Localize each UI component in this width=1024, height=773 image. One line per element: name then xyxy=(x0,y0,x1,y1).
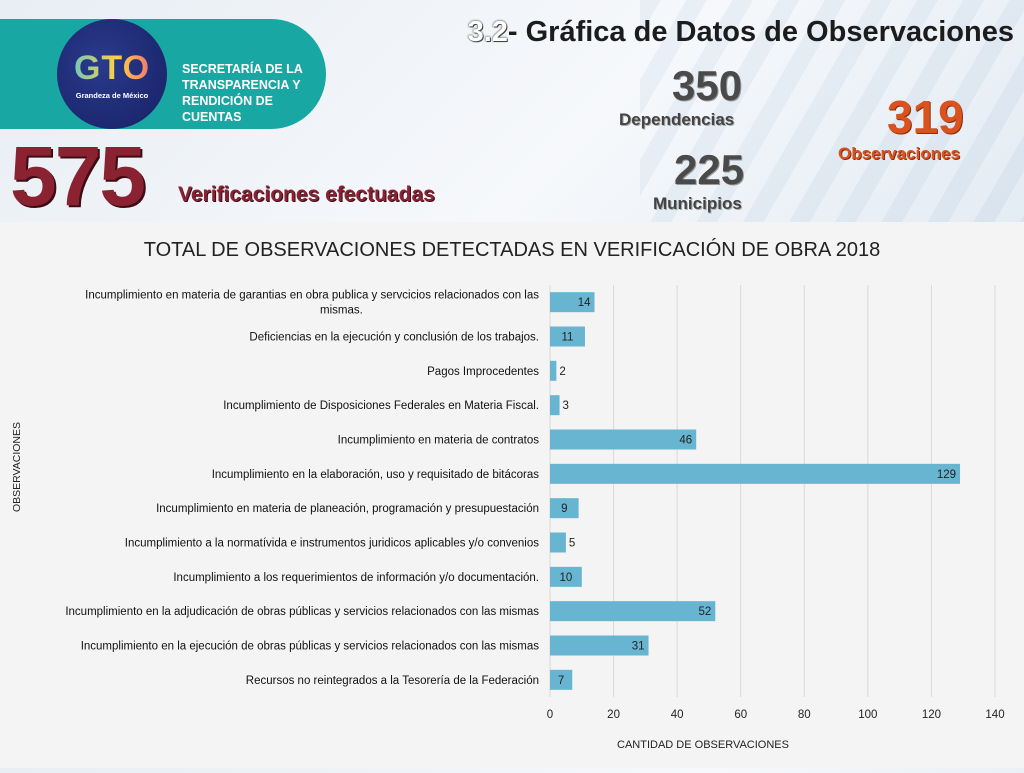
org-name-line: CUENTAS xyxy=(182,110,242,124)
category-label: Deficiencias en la ejecución y conclusió… xyxy=(249,332,539,344)
page-title: 3.2- Gráfica de Datos de Observaciones xyxy=(468,16,1014,49)
chart-panel: TOTAL DE OBSERVACIONES DETECTADAS EN VER… xyxy=(0,222,1024,768)
x-axis-label: CANTIDAD DE OBSERVACIONES xyxy=(617,739,789,751)
x-tick-label: 20 xyxy=(607,709,620,721)
data-label: 129 xyxy=(937,469,956,481)
data-label: 46 xyxy=(679,435,692,447)
verificaciones-value: 575 xyxy=(10,129,146,222)
x-tick-label: 140 xyxy=(985,709,1004,721)
municipios-label: Municipios xyxy=(653,194,742,213)
category-labels: Incumplimiento en materia de garantias e… xyxy=(65,290,539,687)
gto-logo: GTO Grandeza de México xyxy=(57,19,167,129)
grid-lines xyxy=(549,285,996,697)
category-label: Incumplimiento en materia de garantias e… xyxy=(85,290,539,302)
bar xyxy=(550,429,697,450)
data-label: 11 xyxy=(562,332,574,344)
bars-group: 14 11 2 3 46 129 9 5 10 52 31 7 xyxy=(550,292,961,690)
bar xyxy=(550,395,560,416)
category-label: Incumplimiento a los requerimientos de i… xyxy=(173,572,539,584)
data-label: 10 xyxy=(559,572,572,584)
bar xyxy=(550,360,557,381)
x-tick-label: 100 xyxy=(858,709,877,721)
category-label: Incumplimiento en la elaboración, uso y … xyxy=(212,469,540,481)
category-label: Incumplimiento de Disposiciones Federale… xyxy=(223,400,539,412)
x-tick-label: 40 xyxy=(671,709,684,721)
category-label: Pagos Improcedentes xyxy=(427,366,539,378)
verificaciones-label: Verificaciones efectuadas xyxy=(178,183,435,206)
bar xyxy=(550,292,595,313)
bar xyxy=(550,326,585,347)
data-label: 3 xyxy=(563,400,569,412)
observaciones-value: 319 xyxy=(887,91,964,143)
org-name: SECRETARÍA DE LA TRANSPARENCIA Y RENDICI… xyxy=(182,61,332,125)
bar xyxy=(550,601,716,622)
org-name-line: SECRETARÍA DE LA xyxy=(182,62,303,76)
category-label: Incumplimiento en materia de planeación,… xyxy=(156,503,539,515)
x-tick-label: 60 xyxy=(734,709,747,721)
bar xyxy=(550,669,573,690)
data-label: 2 xyxy=(559,366,565,378)
x-tick-label: 0 xyxy=(547,709,553,721)
dependencias-label: Dependencias xyxy=(619,110,735,129)
org-logo-banner: SECRETARÍA DE LA TRANSPARENCIA Y RENDICI… xyxy=(0,19,326,129)
x-tick-label: 120 xyxy=(922,709,941,721)
org-name-line: TRANSPARENCIA Y xyxy=(182,78,301,92)
data-label: 31 xyxy=(632,641,645,653)
data-label: 5 xyxy=(569,538,575,550)
municipios-value: 225 xyxy=(674,146,745,193)
data-label: 52 xyxy=(698,606,711,618)
bar xyxy=(550,635,649,656)
title-number: 3.2 xyxy=(467,16,508,48)
dependencias-value: 350 xyxy=(672,62,743,109)
title-text: - Gráfica de Datos de Observaciones xyxy=(507,16,1014,48)
bar xyxy=(550,498,579,519)
observations-bar-chart: TOTAL DE OBSERVACIONES DETECTADAS EN VER… xyxy=(11,238,1005,751)
category-label: Recursos no reintegrados a la Tesorería … xyxy=(246,675,539,687)
org-name-line: RENDICIÓN DE xyxy=(182,94,273,108)
category-label: Incumplimiento en la adjudicación de obr… xyxy=(65,606,539,618)
chart-title: TOTAL DE OBSERVACIONES DETECTADAS EN VER… xyxy=(144,238,880,261)
bar xyxy=(550,566,582,587)
bar xyxy=(550,463,961,484)
observaciones-label: Observaciones xyxy=(838,144,960,163)
gto-logo-tagline: Grandeza de México xyxy=(75,91,149,100)
category-label: Incumplimiento en la ejecución de obras … xyxy=(81,641,540,653)
header-banner: SECRETARÍA DE LA TRANSPARENCIA Y RENDICI… xyxy=(0,0,1024,222)
gto-logo-text: GTO xyxy=(57,49,167,88)
x-tick-labels: 0 20 40 60 80 100 120 140 xyxy=(547,709,1005,721)
category-label: Incumplimiento a la normatívida e instru… xyxy=(125,538,539,550)
category-label: mismas. xyxy=(320,305,363,317)
data-label: 7 xyxy=(558,675,564,687)
data-label: 14 xyxy=(578,297,591,309)
y-axis-label: OBSERVACIONES xyxy=(11,422,23,512)
category-label: Incumplimiento en materia de contratos xyxy=(338,435,540,447)
bar xyxy=(550,532,566,553)
data-label: 9 xyxy=(561,503,567,515)
x-tick-label: 80 xyxy=(798,709,811,721)
